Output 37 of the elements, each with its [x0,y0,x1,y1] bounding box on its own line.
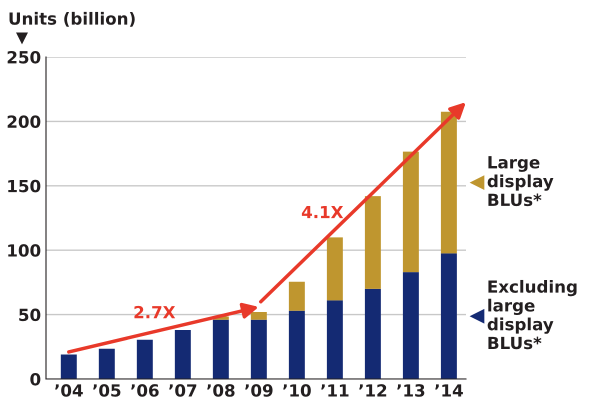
y-tick-label: 200 [8,115,40,128]
bar [288,282,305,311]
bar [402,272,419,379]
x-tick-label: ’10 [283,384,311,397]
bar [98,348,115,379]
x-tick-label: ’05 [93,384,120,397]
y-tick-label: 150 [8,180,40,192]
bar [250,320,267,379]
x-tick-label: ’13 [397,384,424,397]
x-tick-label: ’14 [435,384,463,397]
x-tick-label: ’09 [245,384,273,397]
bar [288,310,305,379]
legend-label: Excluding large display BLUs* [488,280,577,350]
x-tick-label: ’08 [207,384,235,397]
y-tick-label: 100 [8,244,40,257]
bar [174,330,191,379]
annotation: 4.1X [302,206,344,218]
legend-label: Large display BLUs* [488,156,554,206]
x-tick-label: ’12 [359,384,386,397]
bar [402,152,419,272]
x-tick-label: ’04 [55,384,83,397]
y-tick-label: 0 [30,372,40,386]
annotation: 2.7X [134,306,176,318]
bar [364,196,381,289]
bar [60,354,77,379]
bar [212,320,229,379]
y-tick-label: 50 [19,308,40,322]
bar [326,237,343,300]
bar [364,288,381,379]
x-tick-label: ’07 [169,384,196,397]
bar [136,340,153,379]
x-tick-label: ’06 [131,384,159,397]
y-axis-title: Units (billion) [10,12,135,27]
bar [440,253,457,379]
bar [326,300,343,379]
x-tick-label: ’11 [321,384,348,397]
y-tick-label: 250 [8,50,40,64]
